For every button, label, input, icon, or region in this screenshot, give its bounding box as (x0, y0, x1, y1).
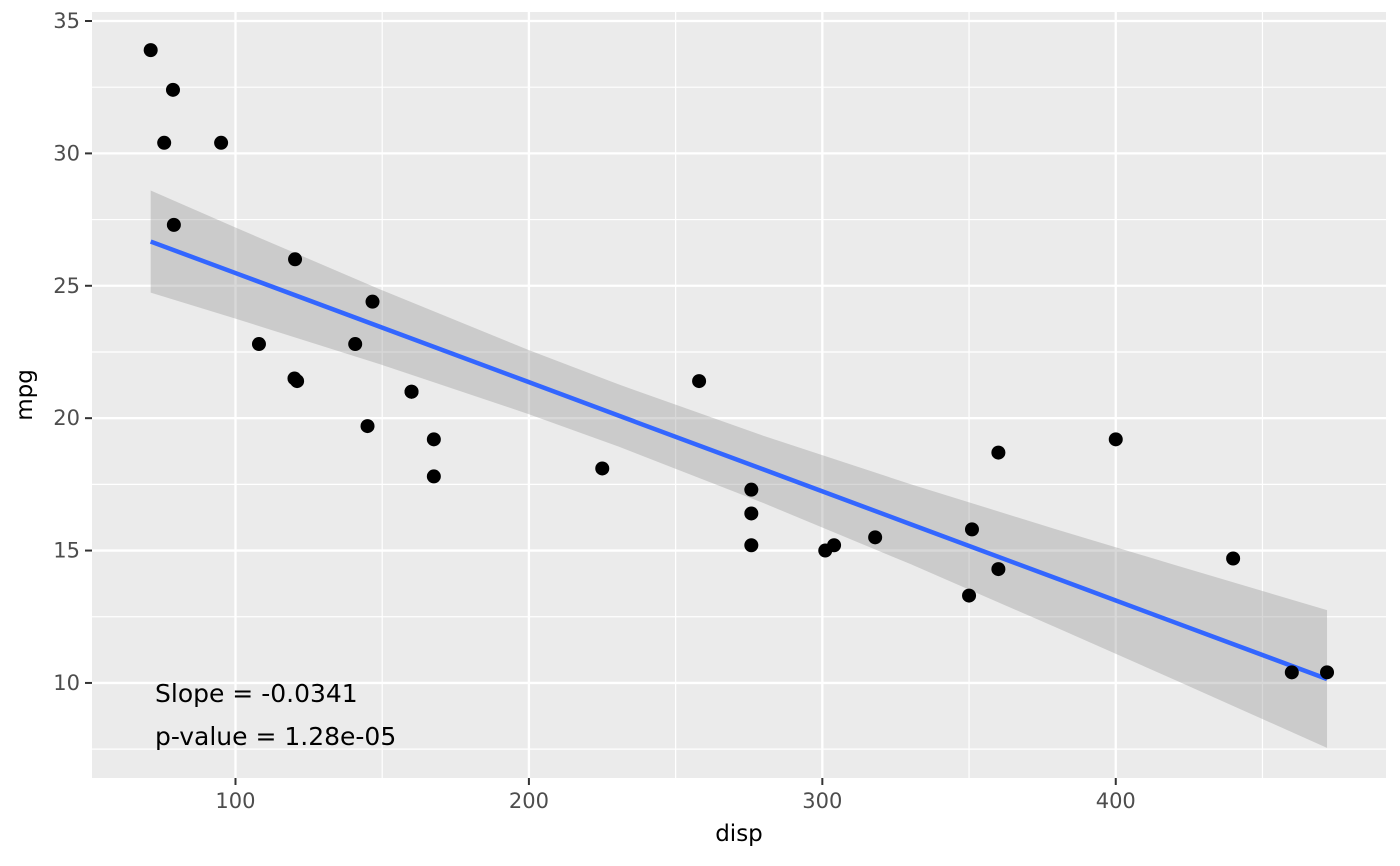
data-point (744, 506, 759, 521)
x-tick-label: 400 (1096, 789, 1136, 813)
data-point (290, 374, 305, 389)
annotation-pvalue: p-value = 1.28e-05 (155, 722, 397, 751)
regression-line (149, 239, 1328, 682)
annotation-slope: Slope = -0.0341 (155, 679, 358, 708)
data-point (251, 337, 266, 352)
y-tick-label: 30 (53, 141, 80, 165)
data-point (166, 217, 181, 232)
y-tick-label: 25 (53, 274, 80, 298)
data-point (165, 82, 180, 97)
y-tick-label: 15 (53, 539, 80, 563)
y-tick-label: 10 (53, 671, 80, 695)
data-point (426, 469, 441, 484)
data-point (1320, 665, 1335, 680)
data-point (744, 538, 759, 553)
x-tick-label: 200 (509, 789, 549, 813)
data-point (692, 374, 707, 389)
data-point (426, 432, 441, 447)
plot-panel (92, 12, 1386, 778)
y-tick-label: 20 (53, 406, 80, 430)
data-point (1284, 665, 1299, 680)
data-point (404, 384, 419, 399)
data-point (991, 445, 1006, 460)
data-point (1226, 551, 1241, 566)
data-point (214, 135, 229, 150)
data-point (143, 43, 158, 58)
data-point (365, 294, 380, 309)
x-axis-title: disp (715, 821, 763, 847)
data-point (1108, 432, 1123, 447)
data-point (360, 419, 375, 434)
data-point (744, 482, 759, 497)
data-point (288, 252, 303, 267)
data-point (595, 461, 610, 476)
data-point (991, 562, 1006, 577)
x-tick-label: 300 (802, 789, 842, 813)
data-point (157, 135, 172, 150)
confidence-band (150, 190, 1328, 748)
y-axis-title: mpg (12, 369, 38, 421)
data-point (868, 530, 883, 545)
y-tick-label: 35 (53, 9, 80, 33)
data-point (348, 337, 363, 352)
data-point (818, 543, 833, 558)
data-point (962, 588, 977, 603)
x-tick-label: 100 (215, 789, 255, 813)
data-point (964, 522, 979, 537)
